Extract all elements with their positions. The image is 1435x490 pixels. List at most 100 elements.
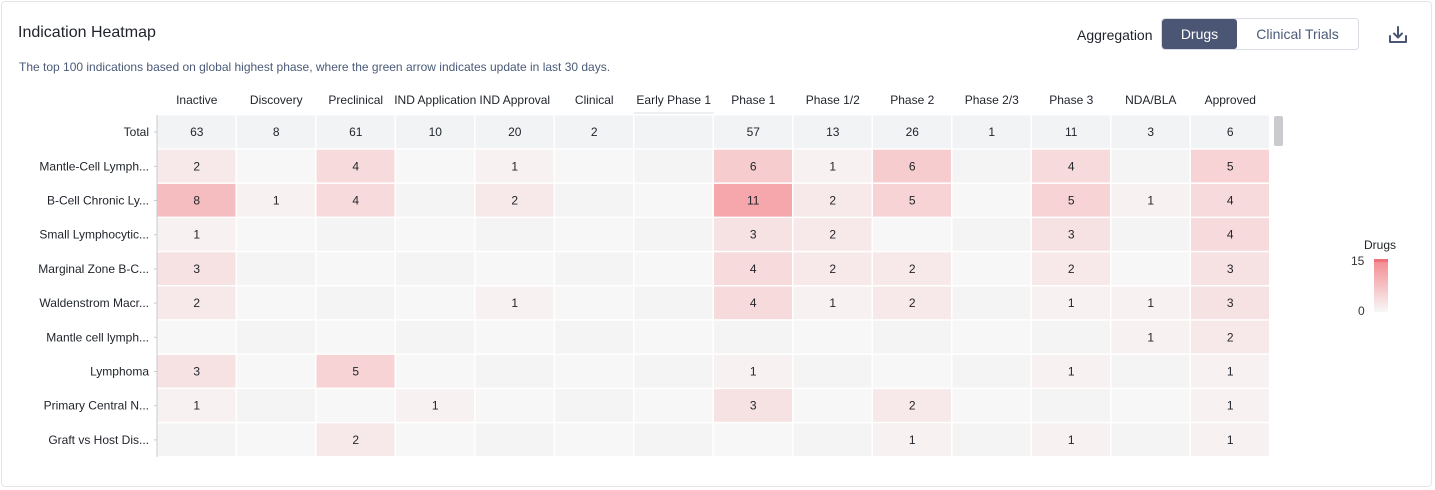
heatmap-cell[interactable]	[953, 287, 1031, 320]
heatmap-cell[interactable]	[396, 184, 474, 217]
heatmap-cell[interactable]	[1112, 150, 1190, 183]
row-label: Mantle-Cell Lymph...	[39, 159, 149, 173]
heatmap-cell[interactable]	[635, 389, 713, 422]
heatmap-cell[interactable]	[476, 252, 554, 285]
heatmap-cell[interactable]	[555, 184, 633, 217]
column-header: Phase 2/3	[965, 93, 1019, 107]
heatmap-cell[interactable]	[317, 218, 395, 251]
heatmap-cell[interactable]	[476, 355, 554, 388]
heatmap-cell[interactable]	[317, 389, 395, 422]
heatmap-cell[interactable]	[476, 423, 554, 456]
heatmap-cell[interactable]	[953, 218, 1031, 251]
heatmap-cell[interactable]	[635, 321, 713, 354]
heatmap-cell[interactable]	[1112, 423, 1190, 456]
heatmap-cell[interactable]	[873, 218, 951, 251]
heatmap-cell[interactable]	[714, 321, 792, 354]
heatmap-cell[interactable]	[555, 252, 633, 285]
cell-value-label: 1	[829, 159, 836, 173]
vertical-scrollbar[interactable]	[1274, 116, 1283, 146]
cell-value-label: 6	[1227, 125, 1234, 139]
heatmap-cell[interactable]	[1112, 252, 1190, 285]
heatmap-cell[interactable]	[953, 321, 1031, 354]
heatmap-cell[interactable]	[555, 321, 633, 354]
heatmap-cell[interactable]	[396, 355, 474, 388]
heatmap-cell[interactable]	[396, 150, 474, 183]
heatmap-cell[interactable]	[476, 218, 554, 251]
cell-value-label: 2	[829, 228, 836, 242]
heatmap-cell[interactable]	[237, 287, 315, 320]
cell-value-label: 61	[349, 125, 363, 139]
cell-value-label: 1	[193, 228, 200, 242]
heatmap-cell[interactable]	[635, 116, 713, 149]
heatmap-cell[interactable]	[396, 218, 474, 251]
cell-value-label: 1	[1068, 433, 1075, 447]
heatmap-cell[interactable]	[873, 321, 951, 354]
heatmap-cell[interactable]	[317, 321, 395, 354]
heatmap-cell[interactable]	[794, 389, 872, 422]
heatmap-cell[interactable]	[476, 389, 554, 422]
heatmap-cell[interactable]	[396, 252, 474, 285]
heatmap-cell[interactable]	[237, 252, 315, 285]
cell-value-label: 63	[190, 125, 204, 139]
heatmap-cell[interactable]	[635, 218, 713, 251]
cell-value-label: 5	[909, 194, 916, 208]
heatmap-cell[interactable]	[953, 355, 1031, 388]
heatmap-cell[interactable]	[794, 423, 872, 456]
column-header: Discovery	[250, 93, 303, 107]
heatmap-cell[interactable]	[953, 389, 1031, 422]
heatmap-cell[interactable]	[237, 218, 315, 251]
heatmap-cell[interactable]	[555, 218, 633, 251]
heatmap-cell[interactable]	[953, 423, 1031, 456]
cell-value-label: 3	[1068, 228, 1075, 242]
heatmap-cell[interactable]	[635, 252, 713, 285]
legend-range-handle[interactable]	[1374, 259, 1388, 262]
heatmap-cell[interactable]	[237, 321, 315, 354]
cell-value-label: 4	[1227, 194, 1234, 208]
cell-value-label: 4	[1068, 159, 1075, 173]
heatmap-cell[interactable]	[317, 287, 395, 320]
cell-value-label: 1	[988, 125, 995, 139]
heatmap-cell[interactable]	[873, 355, 951, 388]
heatmap-cell[interactable]	[237, 355, 315, 388]
heatmap-cell[interactable]	[555, 150, 633, 183]
heatmap-cell[interactable]	[237, 150, 315, 183]
heatmap-cell[interactable]	[714, 423, 792, 456]
heatmap-cell[interactable]	[396, 423, 474, 456]
heatmap-cell[interactable]	[476, 321, 554, 354]
heatmap-cell[interactable]	[635, 150, 713, 183]
heatmap-cell[interactable]	[396, 321, 474, 354]
cell-value-label: 2	[193, 296, 200, 310]
heatmap-cell[interactable]	[953, 184, 1031, 217]
cell-value-label: 2	[511, 194, 518, 208]
heatmap-cell[interactable]	[158, 321, 236, 354]
heatmap-cell[interactable]	[635, 355, 713, 388]
heatmap-cell[interactable]	[1032, 321, 1110, 354]
heatmap-cell[interactable]	[953, 150, 1031, 183]
heatmap-cell[interactable]	[555, 287, 633, 320]
heatmap-cell[interactable]	[555, 423, 633, 456]
heatmap-cell[interactable]	[953, 252, 1031, 285]
cell-value-label: 1	[750, 365, 757, 379]
heatmap-cell[interactable]	[1112, 355, 1190, 388]
heatmap-cell[interactable]	[237, 423, 315, 456]
heatmap-cell[interactable]	[635, 423, 713, 456]
heatmap-cell[interactable]	[555, 389, 633, 422]
heatmap-cell[interactable]	[635, 287, 713, 320]
cell-value-label: 3	[1147, 125, 1154, 139]
heatmap-cell[interactable]	[237, 389, 315, 422]
cell-value-label: 1	[1068, 296, 1075, 310]
heatmap-cell[interactable]	[635, 184, 713, 217]
cell-value-label: 1	[1227, 433, 1234, 447]
heatmap-cell[interactable]	[317, 252, 395, 285]
cell-value-label: 20	[508, 125, 522, 139]
heatmap-cell[interactable]	[1112, 389, 1190, 422]
heatmap-cell[interactable]	[555, 355, 633, 388]
heatmap-cell[interactable]	[396, 287, 474, 320]
heatmap-cell[interactable]	[158, 423, 236, 456]
heatmap-cell[interactable]	[1112, 218, 1190, 251]
heatmap-cell[interactable]	[1032, 389, 1110, 422]
cell-value-label: 1	[1227, 399, 1234, 413]
heatmap-cell[interactable]	[794, 321, 872, 354]
heatmap-cell[interactable]	[794, 355, 872, 388]
